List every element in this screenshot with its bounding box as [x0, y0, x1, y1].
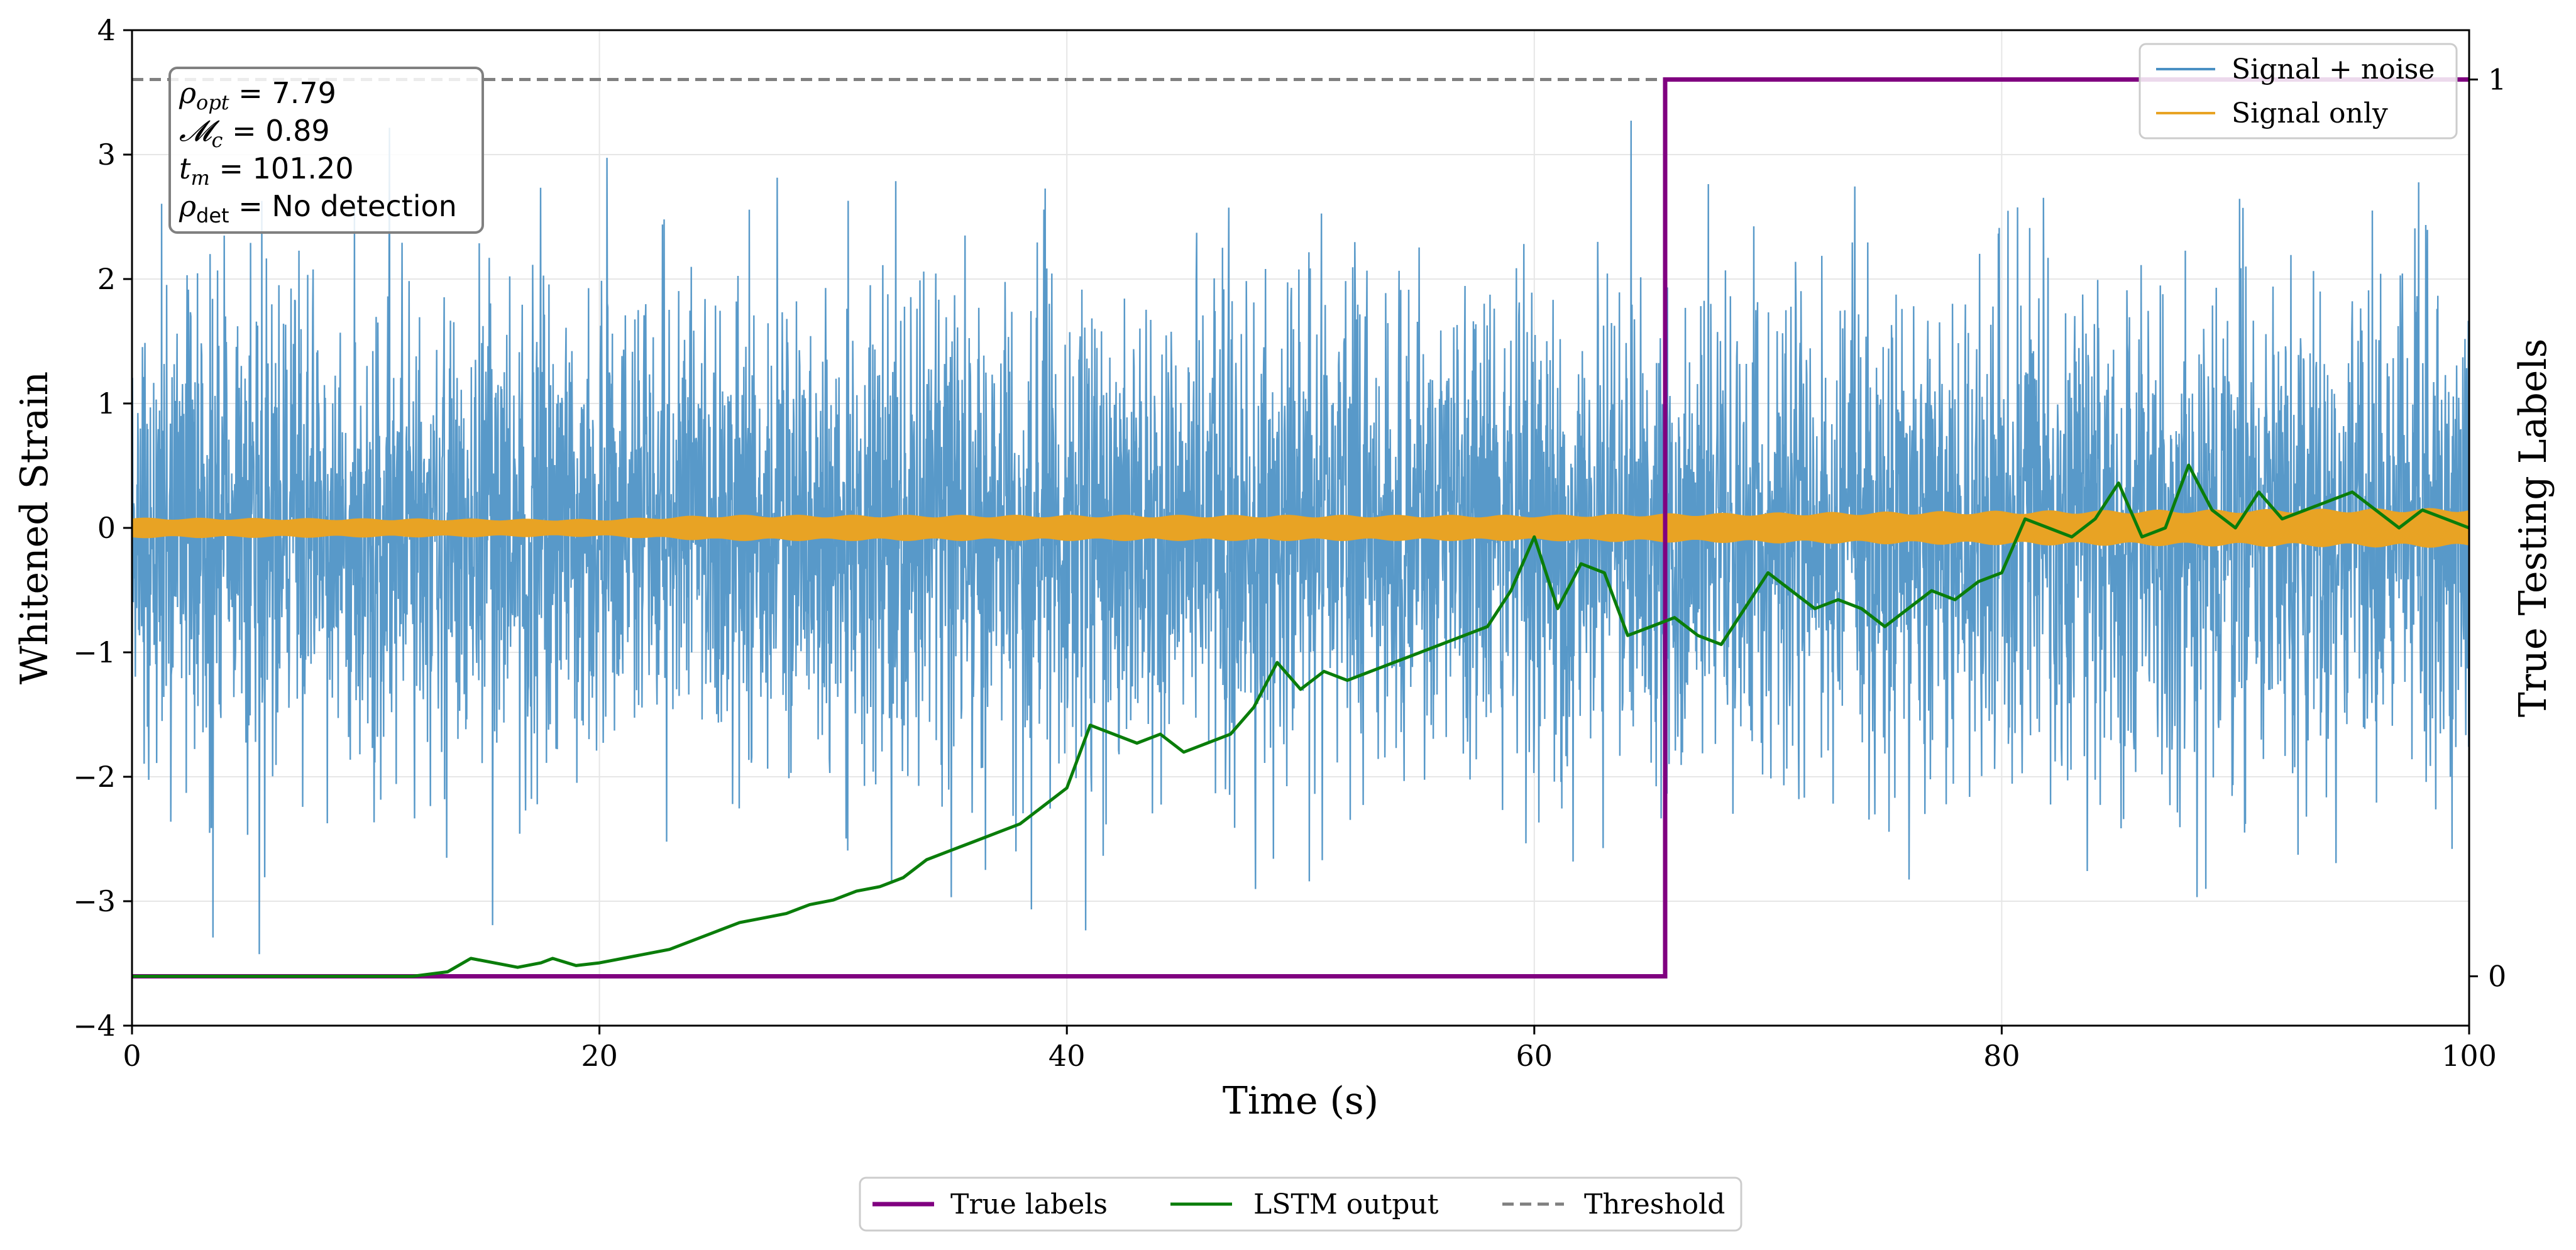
x-tick-label: 0 [123, 1039, 141, 1073]
info-line-tm: tm = 101.20 [179, 151, 354, 190]
x-tick-label: 20 [581, 1039, 618, 1073]
legend-labels: True labels LSTM output Threshold [859, 1176, 1742, 1232]
y-axis-title: Whitened Strain [13, 371, 57, 684]
y-tick-label: 3 [97, 138, 116, 172]
series-label-lines [132, 77, 2469, 979]
info-box-frame [168, 67, 484, 234]
legend-label-threshold: Threshold [1584, 1188, 1725, 1220]
info-box: ρopt = 7.79 𝓜c = 0.89 tm = 101.20 ρdet =… [168, 67, 484, 234]
legend-strain: Signal + noise Signal only [2138, 43, 2458, 140]
info-line-rho-opt: ρopt = 7.79 [179, 76, 336, 114]
x-tick-label: 60 [1516, 1039, 1553, 1073]
y-tick-label: −1 [73, 635, 116, 669]
signal-only-band [132, 508, 2469, 548]
legend-label-signal-only: Signal only [2232, 97, 2388, 129]
y-tick-label: −4 [73, 1009, 116, 1043]
series-signal-only [132, 508, 2469, 548]
y-tick-label: 1 [97, 387, 116, 420]
x-tick-label: 40 [1049, 1039, 1086, 1073]
y-tick-label: −3 [73, 884, 116, 918]
x-tick-label: 100 [2441, 1039, 2497, 1073]
info-line-rho-det: ρdet = No detection [179, 189, 457, 228]
y2-axis-title: True Testing Labels [2511, 339, 2555, 718]
y-tick-label: 0 [97, 511, 116, 545]
y-tick-label: 4 [97, 13, 116, 47]
y-tick-label: −2 [73, 760, 116, 794]
y2-tick-label: 1 [2488, 62, 2506, 96]
x-tick-label: 80 [1983, 1039, 2020, 1073]
legend-label-lstm-output: LSTM output [1253, 1188, 1439, 1220]
x-axis-title: Time (s) [1223, 1079, 1379, 1123]
legend-strain-frame [2138, 43, 2458, 140]
y2-tick-label: 0 [2488, 960, 2506, 994]
y-tick-label: 2 [97, 262, 116, 296]
legend-labels-frame [859, 1176, 1742, 1232]
true-labels-line [132, 77, 2469, 979]
legend-label-signal-plus-noise: Signal + noise [2232, 53, 2435, 85]
lstm-output-line [132, 463, 2469, 978]
info-line-mc: 𝓜c = 0.89 [179, 114, 330, 152]
legend-label-true-labels: True labels [950, 1188, 1108, 1220]
